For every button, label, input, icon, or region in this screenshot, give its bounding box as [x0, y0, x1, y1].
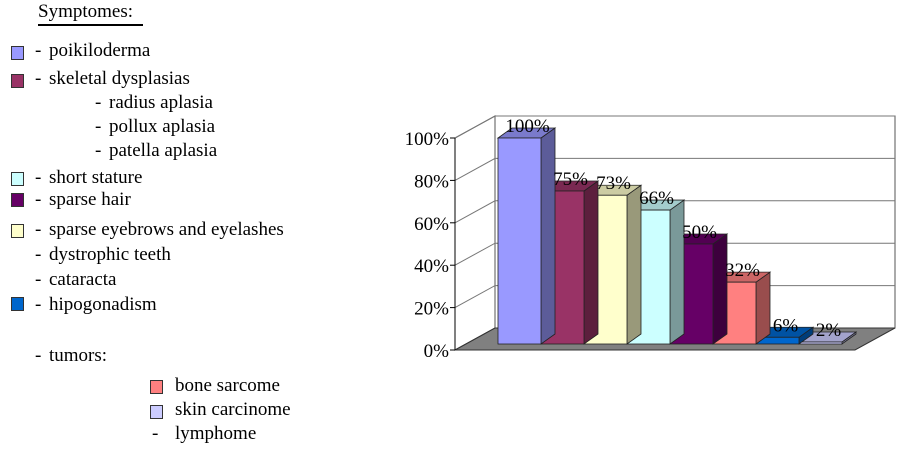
- y-tick-label: 20%: [414, 299, 449, 320]
- legend-item-patella-aplasia: patella aplasia: [109, 140, 218, 161]
- legend-item-tumors: tumors:: [49, 345, 108, 366]
- swatch-sparse-hair: [11, 193, 24, 207]
- gridline: [454, 115, 895, 139]
- legend-item-lymphome: lymphome: [175, 423, 257, 444]
- data-label: 50%: [682, 222, 717, 243]
- bar-front: [798, 341, 843, 345]
- y-axis-ticks: 0% 20% 40% 60% 80% 100%: [405, 129, 456, 362]
- swatch-skin-carcinome: [150, 405, 163, 419]
- y-tick-label: 60%: [414, 214, 449, 235]
- bar-side: [712, 233, 728, 345]
- dash: -: [95, 92, 102, 113]
- y-tick-label: 80%: [414, 171, 449, 192]
- dash: -: [35, 345, 42, 366]
- data-label: 6%: [773, 315, 799, 336]
- data-label: 75%: [553, 169, 588, 190]
- chart-bars: [496, 127, 858, 345]
- dash: -: [35, 167, 42, 188]
- gridline: [454, 200, 895, 224]
- data-labels: 100% 75% 73% 66% 50% 32% 6% 2%: [505, 116, 841, 341]
- bar-side: [755, 271, 771, 345]
- dash: -: [35, 219, 42, 240]
- data-label: 100%: [505, 116, 550, 137]
- legend-item-radius-aplasia: radius aplasia: [109, 92, 213, 113]
- legend-item-skeletal-dysplasias: skeletal dysplasias: [49, 68, 190, 89]
- data-label: 2%: [816, 320, 842, 341]
- legend-item-hipogonadism: hipogonadism: [49, 294, 157, 315]
- swatch-bone-sarcome: [150, 380, 163, 394]
- dash: -: [35, 40, 42, 61]
- dash: -: [35, 294, 42, 315]
- legend-item-cataracta: cataracta: [49, 269, 117, 290]
- data-label: 73%: [596, 173, 631, 194]
- bar-poikiloderma: [496, 127, 557, 345]
- swatch-sparse-eyebrows: [11, 224, 24, 238]
- bar-side: [540, 127, 556, 345]
- legend-item-pollux-aplasia: pollux aplasia: [109, 116, 216, 137]
- legend-item-bone-sarcome: bone sarcome: [175, 375, 280, 396]
- y-tick-label: 100%: [405, 129, 450, 150]
- gridline: [454, 242, 895, 266]
- legend-item-short-stature: short stature: [49, 167, 143, 188]
- legend-item-sparse-eyebrows: sparse eyebrows and eyelashes: [49, 219, 284, 240]
- swatch-hipogonadism: [11, 297, 24, 311]
- bar-front: [497, 137, 542, 345]
- legend-item-sparse-hair: sparse hair: [49, 189, 131, 210]
- legend-title: Symptomes:: [38, 0, 144, 26]
- dash: -: [95, 140, 102, 161]
- legend-item-skin-carcinome: skin carcinome: [175, 399, 291, 420]
- dash: -: [35, 269, 42, 290]
- y-tick-label: 40%: [414, 256, 449, 277]
- dash: -: [35, 189, 42, 210]
- dash: -: [35, 68, 42, 89]
- dash: -: [95, 116, 102, 137]
- bar-side: [583, 180, 599, 345]
- swatch-skeletal-dysplasias: [11, 74, 24, 88]
- legend-item-poikiloderma: poikiloderma: [49, 40, 151, 61]
- data-label: 32%: [725, 260, 760, 281]
- swatch-poikiloderma: [11, 46, 24, 60]
- y-tick-label: 0%: [424, 341, 450, 362]
- gridline: [454, 157, 895, 181]
- data-label: 66%: [639, 188, 674, 209]
- swatch-short-stature: [11, 172, 24, 186]
- dash: -: [35, 244, 42, 265]
- chart-side-wall: [454, 115, 496, 351]
- dash: -: [152, 423, 159, 444]
- legend-item-dystrophic-teeth: dystrophic teeth: [49, 244, 171, 265]
